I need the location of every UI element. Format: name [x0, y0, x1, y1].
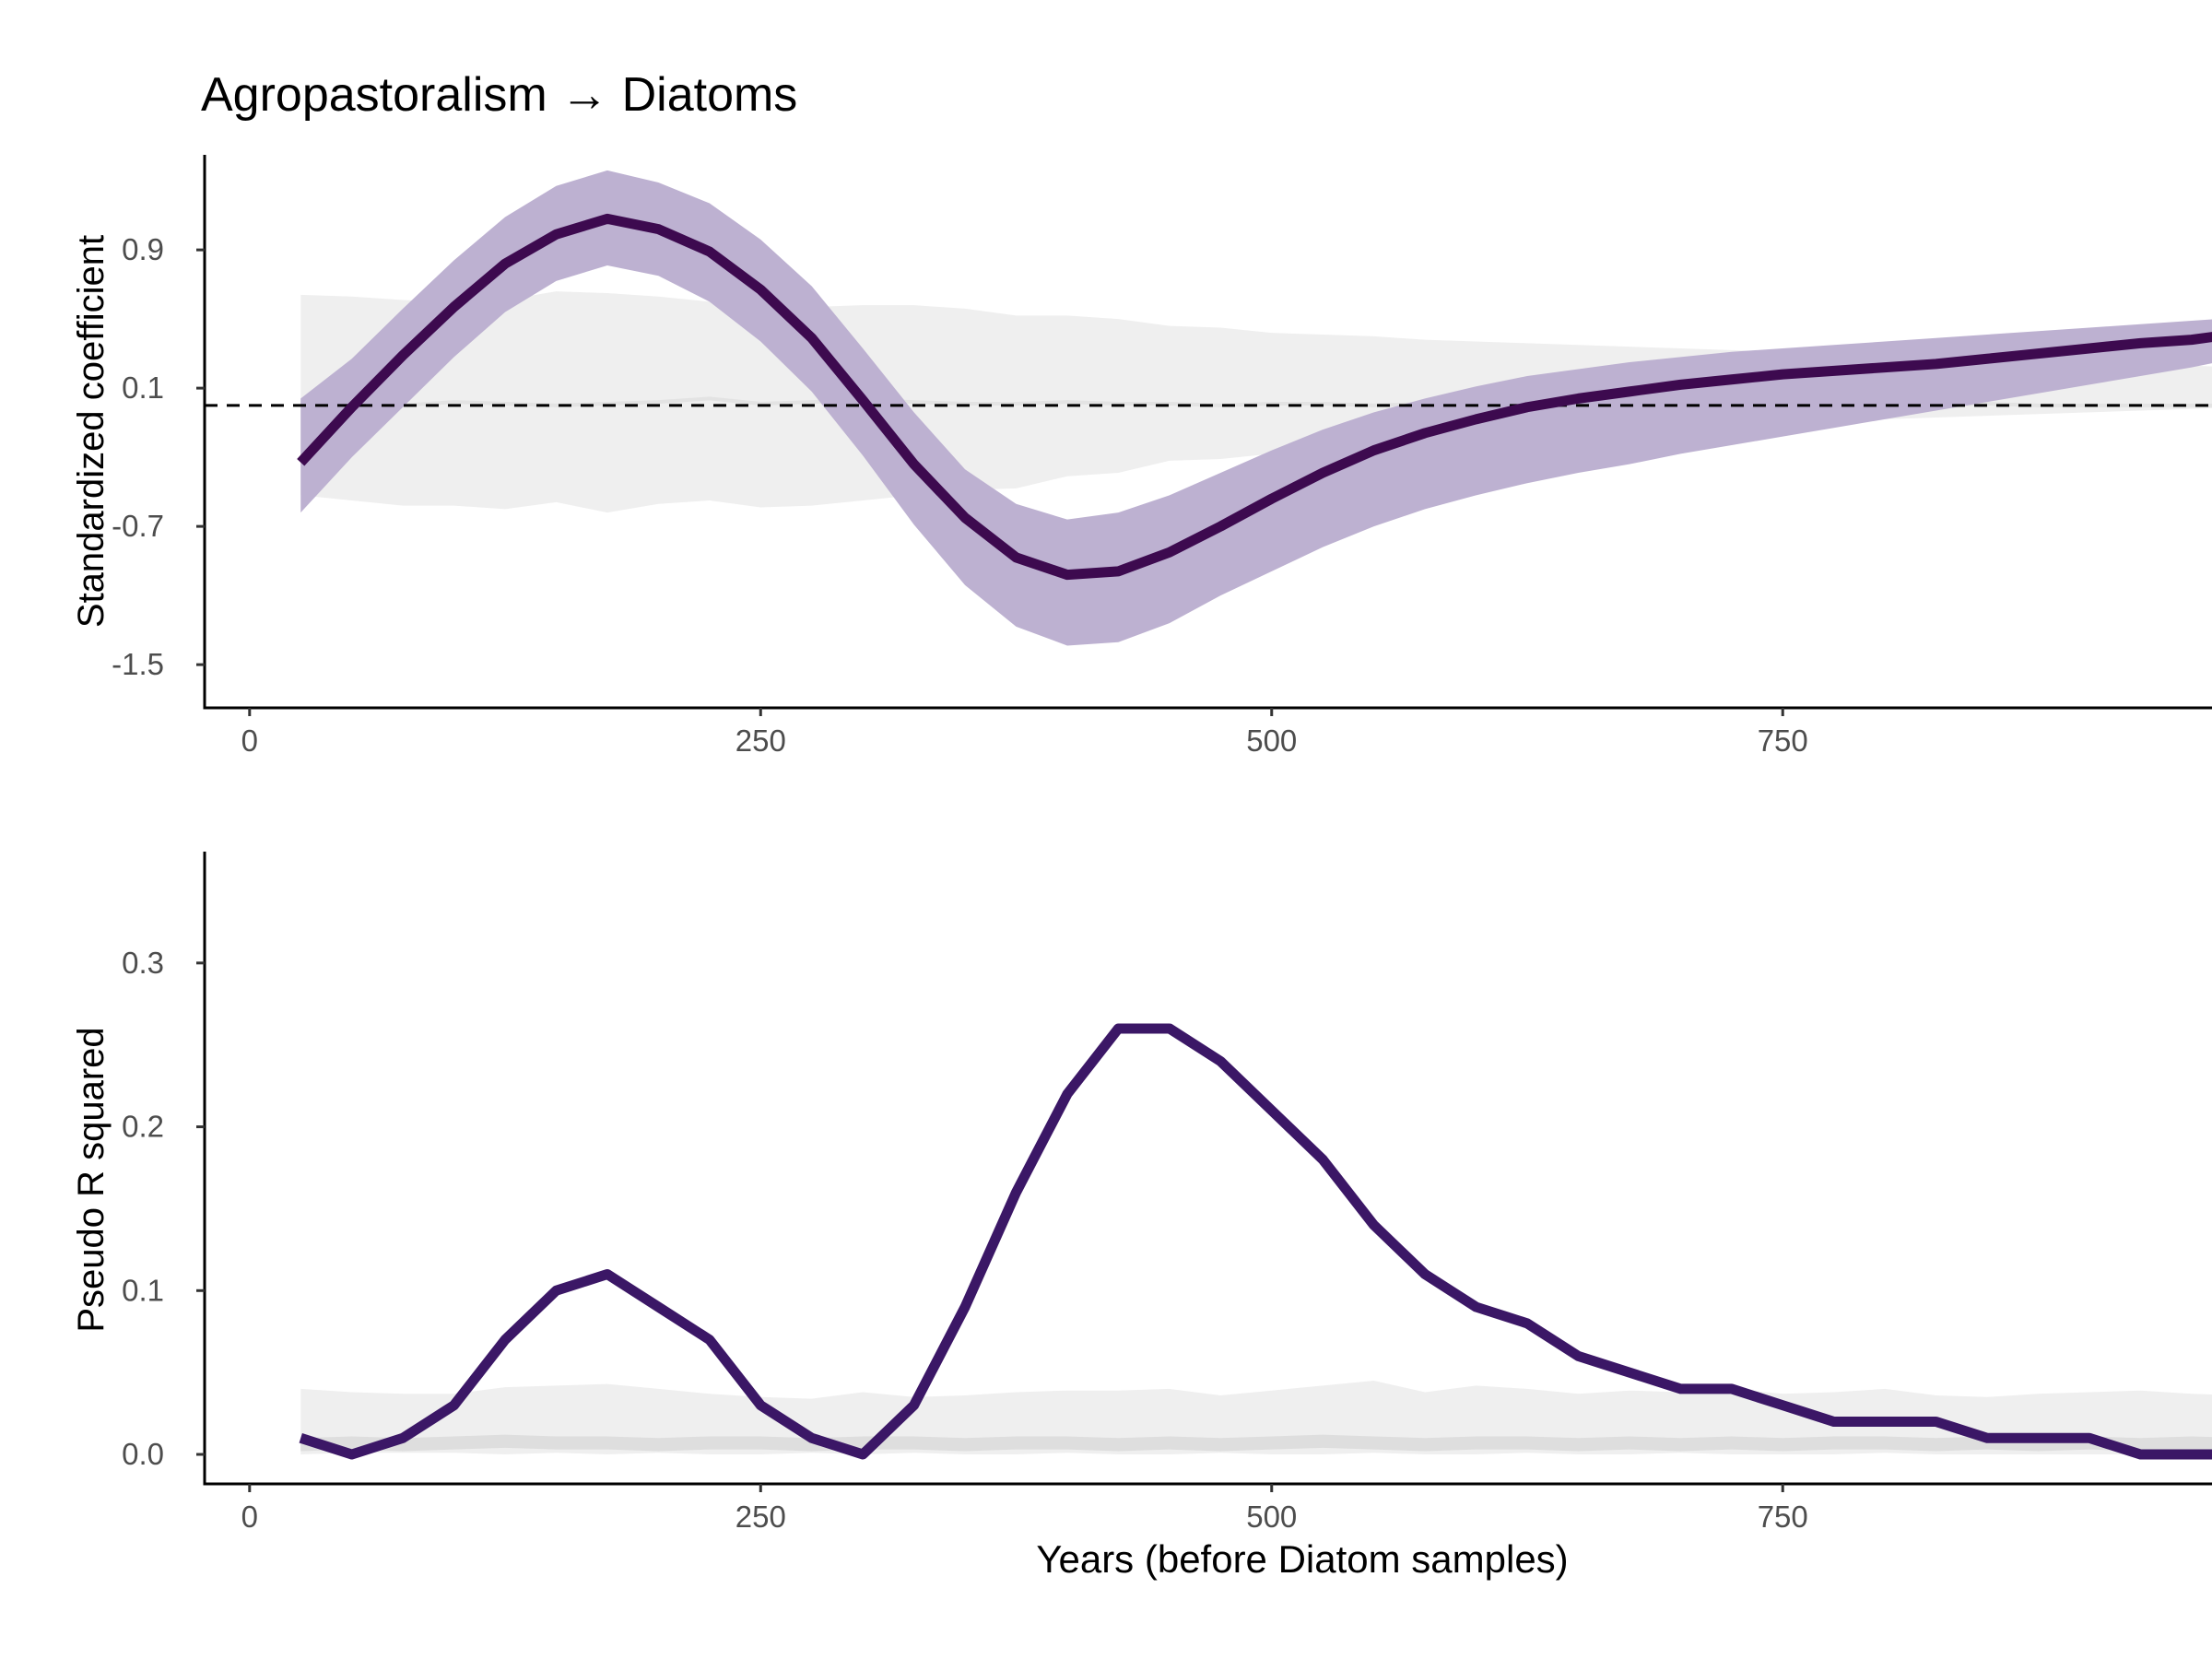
top-y-tick-label: -0.7	[112, 509, 164, 543]
top-confidence-ribbon	[300, 170, 2212, 646]
top-y-axis-label: Standardized coefficient	[71, 235, 112, 628]
bottom-y-tick-label: 0.0	[122, 1437, 164, 1471]
pseudo-r2-panel: 0.0 0.1 0.2 0.3 0 250 500 750	[122, 852, 2212, 1534]
bottom-x-tick-label: 750	[1758, 1500, 1808, 1534]
top-x-tick-label: 750	[1758, 724, 1808, 758]
coefficient-panel: -1.5 -0.7 0.1 0.9 0 250 500 750	[112, 155, 2212, 758]
x-axis-label: Years (before Diatom samples)	[1036, 1537, 1568, 1581]
bottom-y-axis-label: Pseudo R squared	[71, 1027, 112, 1332]
top-x-tick-label: 0	[241, 724, 258, 758]
top-y-tick-label: 0.1	[122, 371, 164, 405]
top-y-tick-label: 0.9	[122, 232, 164, 266]
top-x-tick-label: 500	[1246, 724, 1297, 758]
top-y-tick-label: -1.5	[112, 647, 164, 681]
bottom-series-line	[299, 1023, 2212, 1460]
bottom-null-center-band	[300, 1434, 2212, 1452]
bottom-null-band	[300, 1381, 2212, 1455]
bottom-x-tick-label: 0	[241, 1500, 258, 1534]
top-x-tick-label: 250	[735, 724, 786, 758]
top-plot-area	[205, 170, 2212, 646]
bottom-x-tick-label: 500	[1246, 1500, 1297, 1534]
bottom-y-tick-label: 0.3	[122, 946, 164, 980]
top-series-line	[297, 213, 2212, 581]
bottom-y-tick-label: 0.2	[122, 1110, 164, 1144]
bottom-plot-area	[299, 1023, 2212, 1460]
chart-title: Agropastoralism → Diatoms	[201, 68, 797, 122]
bottom-x-tick-label: 250	[735, 1500, 786, 1534]
bottom-y-tick-label: 0.1	[122, 1273, 164, 1307]
